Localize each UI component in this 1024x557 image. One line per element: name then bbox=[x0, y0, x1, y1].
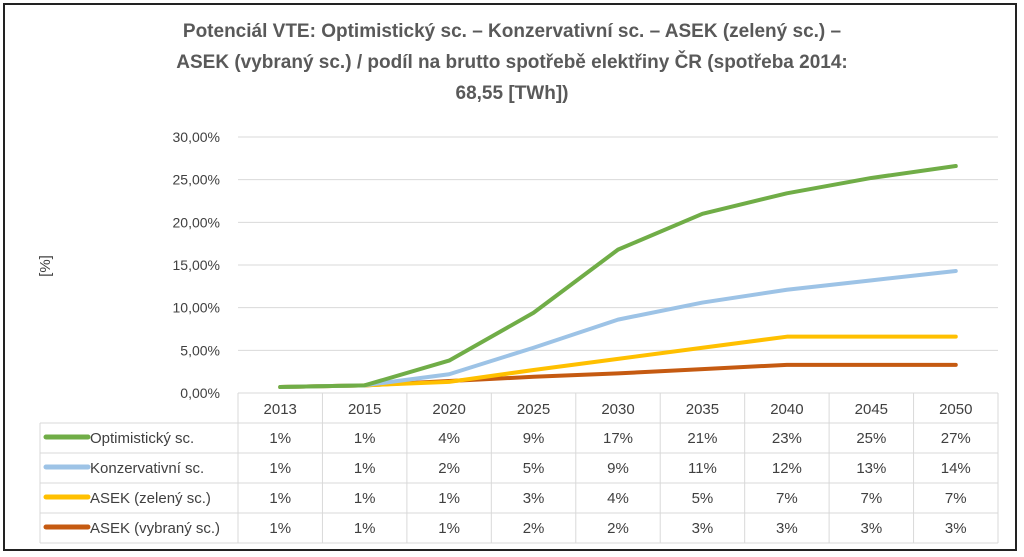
title-line: Potenciál VTE: Optimistický sc. – Konzer… bbox=[182, 21, 842, 42]
data-label: 7% bbox=[945, 490, 967, 507]
y-tick-label: 25,00% bbox=[173, 172, 220, 188]
legend-label: ASEK (vybraný sc.) bbox=[90, 520, 220, 537]
data-label: 5% bbox=[523, 460, 545, 477]
data-label: 21% bbox=[687, 430, 717, 447]
x-tick-label: 2013 bbox=[264, 401, 297, 418]
data-label: 17% bbox=[603, 430, 633, 447]
legend-label: ASEK (zelený sc.) bbox=[90, 490, 211, 507]
data-label: 1% bbox=[438, 490, 460, 507]
y-tick-label: 20,00% bbox=[173, 214, 220, 230]
x-tick-label: 2045 bbox=[855, 401, 888, 418]
data-label: 1% bbox=[438, 520, 460, 537]
data-label: 5% bbox=[692, 490, 714, 507]
x-tick-label: 2035 bbox=[686, 401, 719, 418]
data-label: 2% bbox=[523, 520, 545, 537]
data-label: 27% bbox=[941, 430, 971, 447]
legend-label: Konzervativní sc. bbox=[90, 460, 204, 477]
data-label: 1% bbox=[269, 520, 291, 537]
data-label: 2% bbox=[607, 520, 629, 537]
chart-title: Potenciál VTE: Optimistický sc. – Konzer… bbox=[0, 16, 1024, 109]
data-label: 3% bbox=[692, 520, 714, 537]
series-line bbox=[278, 164, 958, 390]
x-tick-label: 2020 bbox=[432, 401, 465, 418]
legend-label: Optimistický sc. bbox=[90, 430, 194, 447]
x-tick-label: 2030 bbox=[601, 401, 634, 418]
series-line bbox=[278, 268, 958, 390]
x-tick-label: 2025 bbox=[517, 401, 550, 418]
data-label: 25% bbox=[856, 430, 886, 447]
data-label: 4% bbox=[438, 430, 460, 447]
data-label: 1% bbox=[354, 490, 376, 507]
x-tick-label: 2050 bbox=[939, 401, 972, 418]
data-label: 9% bbox=[523, 430, 545, 447]
data-label: 12% bbox=[772, 460, 802, 477]
data-label: 23% bbox=[772, 430, 802, 447]
chart-frame bbox=[3, 3, 1017, 551]
data-label: 1% bbox=[269, 460, 291, 477]
data-label: 11% bbox=[688, 460, 717, 477]
y-tick-label: 15,00% bbox=[173, 257, 220, 273]
data-label: 14% bbox=[941, 460, 971, 477]
data-label: 3% bbox=[860, 520, 882, 537]
x-tick-label: 2015 bbox=[348, 401, 381, 418]
data-label: 4% bbox=[607, 490, 629, 507]
data-label: 3% bbox=[945, 520, 967, 537]
y-tick-label: 5,00% bbox=[180, 342, 220, 358]
data-label: 9% bbox=[607, 460, 629, 477]
data-label: 3% bbox=[776, 520, 798, 537]
y-tick-label: 30,00% bbox=[173, 129, 220, 145]
y-tick-label: 10,00% bbox=[173, 300, 220, 316]
data-label: 7% bbox=[776, 490, 798, 507]
data-label: 1% bbox=[354, 460, 376, 477]
data-label: 1% bbox=[354, 430, 376, 447]
data-label: 1% bbox=[269, 430, 291, 447]
data-label: 1% bbox=[269, 490, 291, 507]
y-axis-label: [%] bbox=[37, 255, 54, 277]
x-tick-label: 2040 bbox=[770, 401, 803, 418]
data-label: 7% bbox=[860, 490, 882, 507]
y-tick-label: 0,00% bbox=[180, 385, 220, 401]
data-label: 3% bbox=[523, 490, 545, 507]
data-label: 2% bbox=[438, 460, 460, 477]
data-label: 1% bbox=[354, 520, 376, 537]
title-line: 68,55 [TWh]) bbox=[455, 83, 569, 104]
title-line: ASEK (vybraný sc.) / podíl na brutto spo… bbox=[176, 52, 848, 73]
data-label: 13% bbox=[856, 460, 886, 477]
